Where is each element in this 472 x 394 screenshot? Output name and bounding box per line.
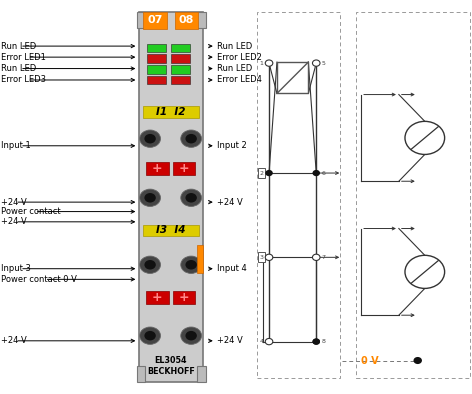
Bar: [143, 106, 199, 118]
Circle shape: [144, 260, 156, 269]
Text: 8: 8: [322, 339, 326, 344]
Circle shape: [181, 256, 202, 273]
Bar: [171, 54, 190, 63]
Text: Power contact 0 V: Power contact 0 V: [1, 275, 77, 284]
Circle shape: [312, 338, 320, 345]
Bar: [137, 366, 145, 382]
Text: Input 1: Input 1: [1, 141, 31, 150]
Bar: [147, 65, 166, 74]
Text: 07: 07: [147, 15, 162, 26]
Text: Run LED: Run LED: [217, 42, 253, 50]
Text: 1: 1: [260, 61, 263, 66]
Text: +: +: [179, 162, 189, 175]
Text: Power contact: Power contact: [1, 207, 60, 216]
Text: 7: 7: [322, 255, 326, 260]
Text: 3: 3: [260, 255, 263, 260]
Bar: [143, 12, 167, 29]
Bar: [147, 44, 166, 52]
Circle shape: [265, 170, 273, 176]
Circle shape: [185, 193, 197, 203]
Text: Error LED3: Error LED3: [1, 76, 46, 84]
Text: Run LED: Run LED: [217, 64, 253, 73]
Bar: [139, 12, 203, 382]
Text: Input 4: Input 4: [217, 264, 247, 273]
Bar: [257, 12, 340, 378]
Bar: [197, 245, 203, 273]
Circle shape: [405, 255, 445, 288]
Bar: [258, 168, 265, 178]
Bar: [171, 76, 190, 84]
Circle shape: [140, 189, 160, 206]
Bar: [197, 12, 205, 28]
Text: +24 V: +24 V: [217, 336, 243, 345]
Text: 5: 5: [322, 61, 326, 66]
Bar: [277, 62, 308, 93]
Circle shape: [185, 260, 197, 269]
Text: BECKHOFF: BECKHOFF: [147, 367, 195, 376]
Circle shape: [181, 189, 202, 206]
Circle shape: [185, 134, 197, 143]
Circle shape: [312, 60, 320, 66]
Text: 2: 2: [260, 171, 263, 176]
Text: Error LED1: Error LED1: [1, 53, 46, 61]
Circle shape: [413, 357, 422, 364]
Text: +24 V: +24 V: [217, 198, 243, 206]
Bar: [356, 12, 470, 378]
Circle shape: [312, 170, 320, 176]
Text: 08: 08: [179, 15, 194, 26]
Circle shape: [144, 193, 156, 203]
Circle shape: [405, 121, 445, 154]
Bar: [197, 366, 205, 382]
Circle shape: [181, 327, 202, 344]
Bar: [146, 291, 169, 304]
Text: 4: 4: [260, 339, 263, 344]
Bar: [171, 44, 190, 52]
Text: Error LED2: Error LED2: [217, 53, 262, 61]
Bar: [173, 291, 195, 304]
Text: +24 V: +24 V: [1, 336, 27, 345]
Text: +: +: [179, 291, 189, 304]
Circle shape: [265, 60, 273, 66]
Circle shape: [265, 254, 273, 260]
Text: I1  I2: I1 I2: [156, 107, 185, 117]
Circle shape: [185, 331, 197, 340]
Text: +: +: [152, 162, 162, 175]
Circle shape: [140, 256, 160, 273]
Circle shape: [312, 338, 320, 345]
Circle shape: [312, 254, 320, 260]
Circle shape: [140, 327, 160, 344]
Bar: [137, 12, 145, 28]
Bar: [258, 252, 265, 262]
Bar: [173, 162, 195, 175]
Circle shape: [144, 134, 156, 143]
Text: Input 3: Input 3: [1, 264, 31, 273]
Bar: [146, 162, 169, 175]
Text: I3  I4: I3 I4: [156, 225, 185, 236]
Text: +: +: [152, 291, 162, 304]
Text: +24 V: +24 V: [1, 217, 27, 226]
Text: Input 2: Input 2: [217, 141, 247, 150]
Text: Run LED: Run LED: [1, 64, 36, 73]
Circle shape: [144, 331, 156, 340]
Text: 0 V: 0 V: [361, 355, 379, 366]
Text: 6: 6: [322, 171, 326, 176]
Bar: [147, 54, 166, 63]
Bar: [171, 65, 190, 74]
Bar: [143, 225, 199, 236]
Text: +24 V: +24 V: [1, 198, 27, 206]
Circle shape: [140, 130, 160, 147]
Bar: [175, 12, 198, 29]
Circle shape: [181, 130, 202, 147]
Text: Run LED: Run LED: [1, 42, 36, 50]
Text: Error LED4: Error LED4: [217, 76, 262, 84]
Circle shape: [265, 338, 273, 345]
Text: EL3054: EL3054: [155, 357, 187, 365]
Bar: [147, 76, 166, 84]
